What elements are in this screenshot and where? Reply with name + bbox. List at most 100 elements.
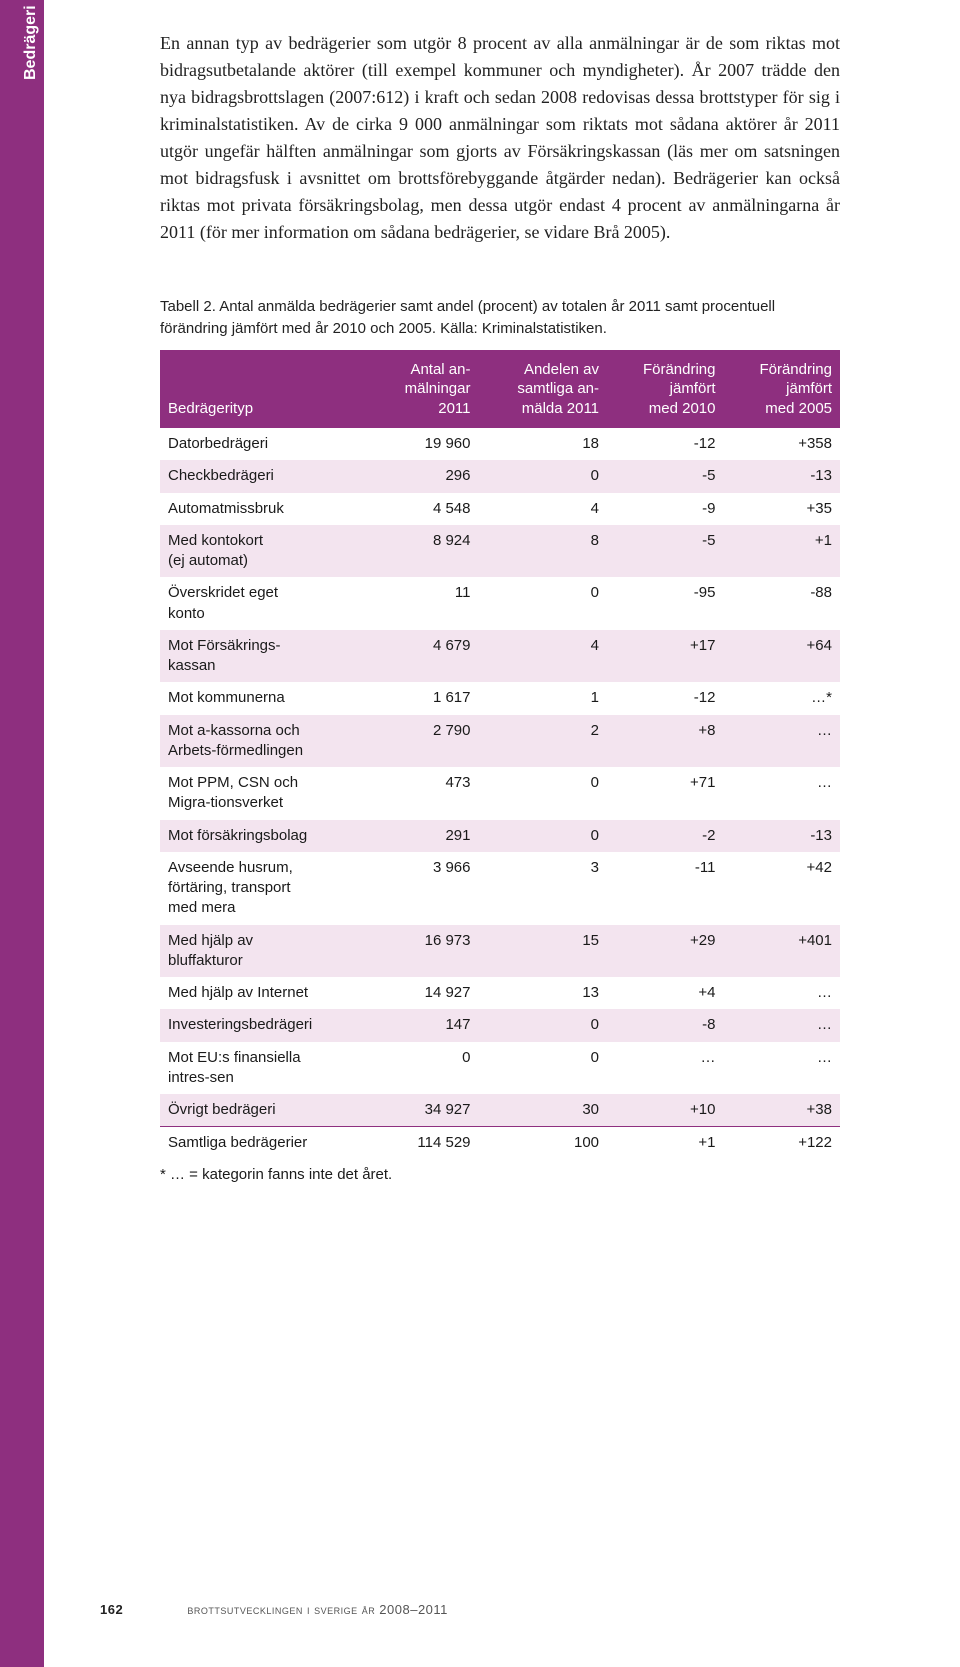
page-footer: 162 brottsutvecklingen i sverige år 2008…	[100, 1602, 860, 1617]
row-label: Överskridet egetkonto	[160, 577, 371, 630]
row-value: +4	[607, 977, 723, 1009]
page-content: En annan typ av bedrägerier som utgör 8 …	[160, 30, 840, 1183]
row-value: 2 790	[371, 715, 479, 768]
row-value: +71	[607, 767, 723, 820]
row-value: +64	[723, 630, 840, 683]
column-header: Förändringjämförtmed 2010	[607, 350, 723, 429]
row-value: +10	[607, 1094, 723, 1127]
row-value: 0	[479, 1009, 608, 1041]
table-row: Mot EU:s finansiellaintres-sen00……	[160, 1042, 840, 1095]
row-value: +29	[607, 925, 723, 978]
table-row: Investeringsbedrägeri1470-8…	[160, 1009, 840, 1041]
table-row: Samtliga bedrägerier114 529100+1+122	[160, 1127, 840, 1160]
row-value: 34 927	[371, 1094, 479, 1127]
row-value: -88	[723, 577, 840, 630]
row-label: Avseende husrum,förtäring, transportmed …	[160, 852, 371, 925]
row-value: -12	[607, 428, 723, 460]
row-value: +401	[723, 925, 840, 978]
row-value: 296	[371, 460, 479, 492]
page-number: 162	[100, 1602, 123, 1617]
row-value: 100	[479, 1127, 608, 1160]
row-value: +17	[607, 630, 723, 683]
row-value: +1	[607, 1127, 723, 1160]
row-value: 13	[479, 977, 608, 1009]
body-paragraph: En annan typ av bedrägerier som utgör 8 …	[160, 30, 840, 246]
row-value: -13	[723, 460, 840, 492]
row-label: Mot PPM, CSN ochMigra-tionsverket	[160, 767, 371, 820]
footer-text: brottsutvecklingen i sverige år 2008–201…	[187, 1602, 448, 1617]
row-value: +122	[723, 1127, 840, 1160]
row-value: -2	[607, 820, 723, 852]
column-header: Antal an-mälningar2011	[371, 350, 479, 429]
row-value: 0	[479, 460, 608, 492]
sidebar-stripe: Bedrägeri	[0, 0, 44, 1667]
row-value: 2	[479, 715, 608, 768]
column-header: Bedrägerityp	[160, 350, 371, 429]
row-value: 3	[479, 852, 608, 925]
table-footnote: * … = kategorin fanns inte det året.	[160, 1166, 840, 1183]
table-body: Datorbedrägeri19 96018-12+358Checkbedräg…	[160, 428, 840, 1160]
table-row: Överskridet egetkonto110-95-88	[160, 577, 840, 630]
row-value: -9	[607, 493, 723, 525]
table-row: Mot försäkringsbolag2910-2-13	[160, 820, 840, 852]
row-value: …	[723, 977, 840, 1009]
table-row: Mot a-kassorna ochArbets-förmedlingen2 7…	[160, 715, 840, 768]
row-value: 4 679	[371, 630, 479, 683]
row-value: 16 973	[371, 925, 479, 978]
row-value: +8	[607, 715, 723, 768]
row-label: Checkbedrägeri	[160, 460, 371, 492]
row-value: +42	[723, 852, 840, 925]
row-value: -13	[723, 820, 840, 852]
row-value: 4	[479, 630, 608, 683]
row-value: …*	[723, 682, 840, 714]
row-value: 18	[479, 428, 608, 460]
row-label: Med hjälp avbluffakturor	[160, 925, 371, 978]
row-value: …	[723, 767, 840, 820]
row-value: -95	[607, 577, 723, 630]
sidebar-label: Bedrägeri	[22, 5, 40, 80]
row-value: +1	[723, 525, 840, 578]
row-value: -5	[607, 460, 723, 492]
table-row: Med hjälp avbluffakturor16 97315+29+401	[160, 925, 840, 978]
row-value: 14 927	[371, 977, 479, 1009]
table-row: Mot Försäkrings-kassan4 6794+17+64	[160, 630, 840, 683]
row-label: Mot EU:s finansiellaintres-sen	[160, 1042, 371, 1095]
table-header: BedrägeritypAntal an-mälningar2011Andele…	[160, 350, 840, 429]
table-row: Med kontokort(ej automat)8 9248-5+1	[160, 525, 840, 578]
row-value: 4 548	[371, 493, 479, 525]
row-value: -5	[607, 525, 723, 578]
row-value: +38	[723, 1094, 840, 1127]
row-label: Investeringsbedrägeri	[160, 1009, 371, 1041]
row-value: 1 617	[371, 682, 479, 714]
row-value: …	[607, 1042, 723, 1095]
table-row: Checkbedrägeri2960-5-13	[160, 460, 840, 492]
fraud-table: BedrägeritypAntal an-mälningar2011Andele…	[160, 350, 840, 1160]
row-value: 30	[479, 1094, 608, 1127]
row-value: 114 529	[371, 1127, 479, 1160]
row-value: +358	[723, 428, 840, 460]
row-value: 8	[479, 525, 608, 578]
row-label: Automatmissbruk	[160, 493, 371, 525]
column-header: Andelen avsamtliga an-mälda 2011	[479, 350, 608, 429]
row-label: Med kontokort(ej automat)	[160, 525, 371, 578]
table-row: Övrigt bedrägeri34 92730+10+38	[160, 1094, 840, 1127]
row-label: Mot Försäkrings-kassan	[160, 630, 371, 683]
row-label: Datorbedrägeri	[160, 428, 371, 460]
table-row: Avseende husrum,förtäring, transportmed …	[160, 852, 840, 925]
row-value: 11	[371, 577, 479, 630]
row-value: 0	[479, 820, 608, 852]
column-header: Förändringjämförtmed 2005	[723, 350, 840, 429]
row-value: -8	[607, 1009, 723, 1041]
table-row: Automatmissbruk4 5484-9+35	[160, 493, 840, 525]
table-row: Med hjälp av Internet14 92713+4…	[160, 977, 840, 1009]
row-label: Mot kommunerna	[160, 682, 371, 714]
table-row: Mot PPM, CSN ochMigra-tionsverket4730+71…	[160, 767, 840, 820]
row-value: 0	[371, 1042, 479, 1095]
row-label: Mot försäkringsbolag	[160, 820, 371, 852]
row-value: 3 966	[371, 852, 479, 925]
row-value: 147	[371, 1009, 479, 1041]
row-value: 15	[479, 925, 608, 978]
row-value: 1	[479, 682, 608, 714]
table-row: Mot kommunerna1 6171-12…*	[160, 682, 840, 714]
row-value: …	[723, 715, 840, 768]
